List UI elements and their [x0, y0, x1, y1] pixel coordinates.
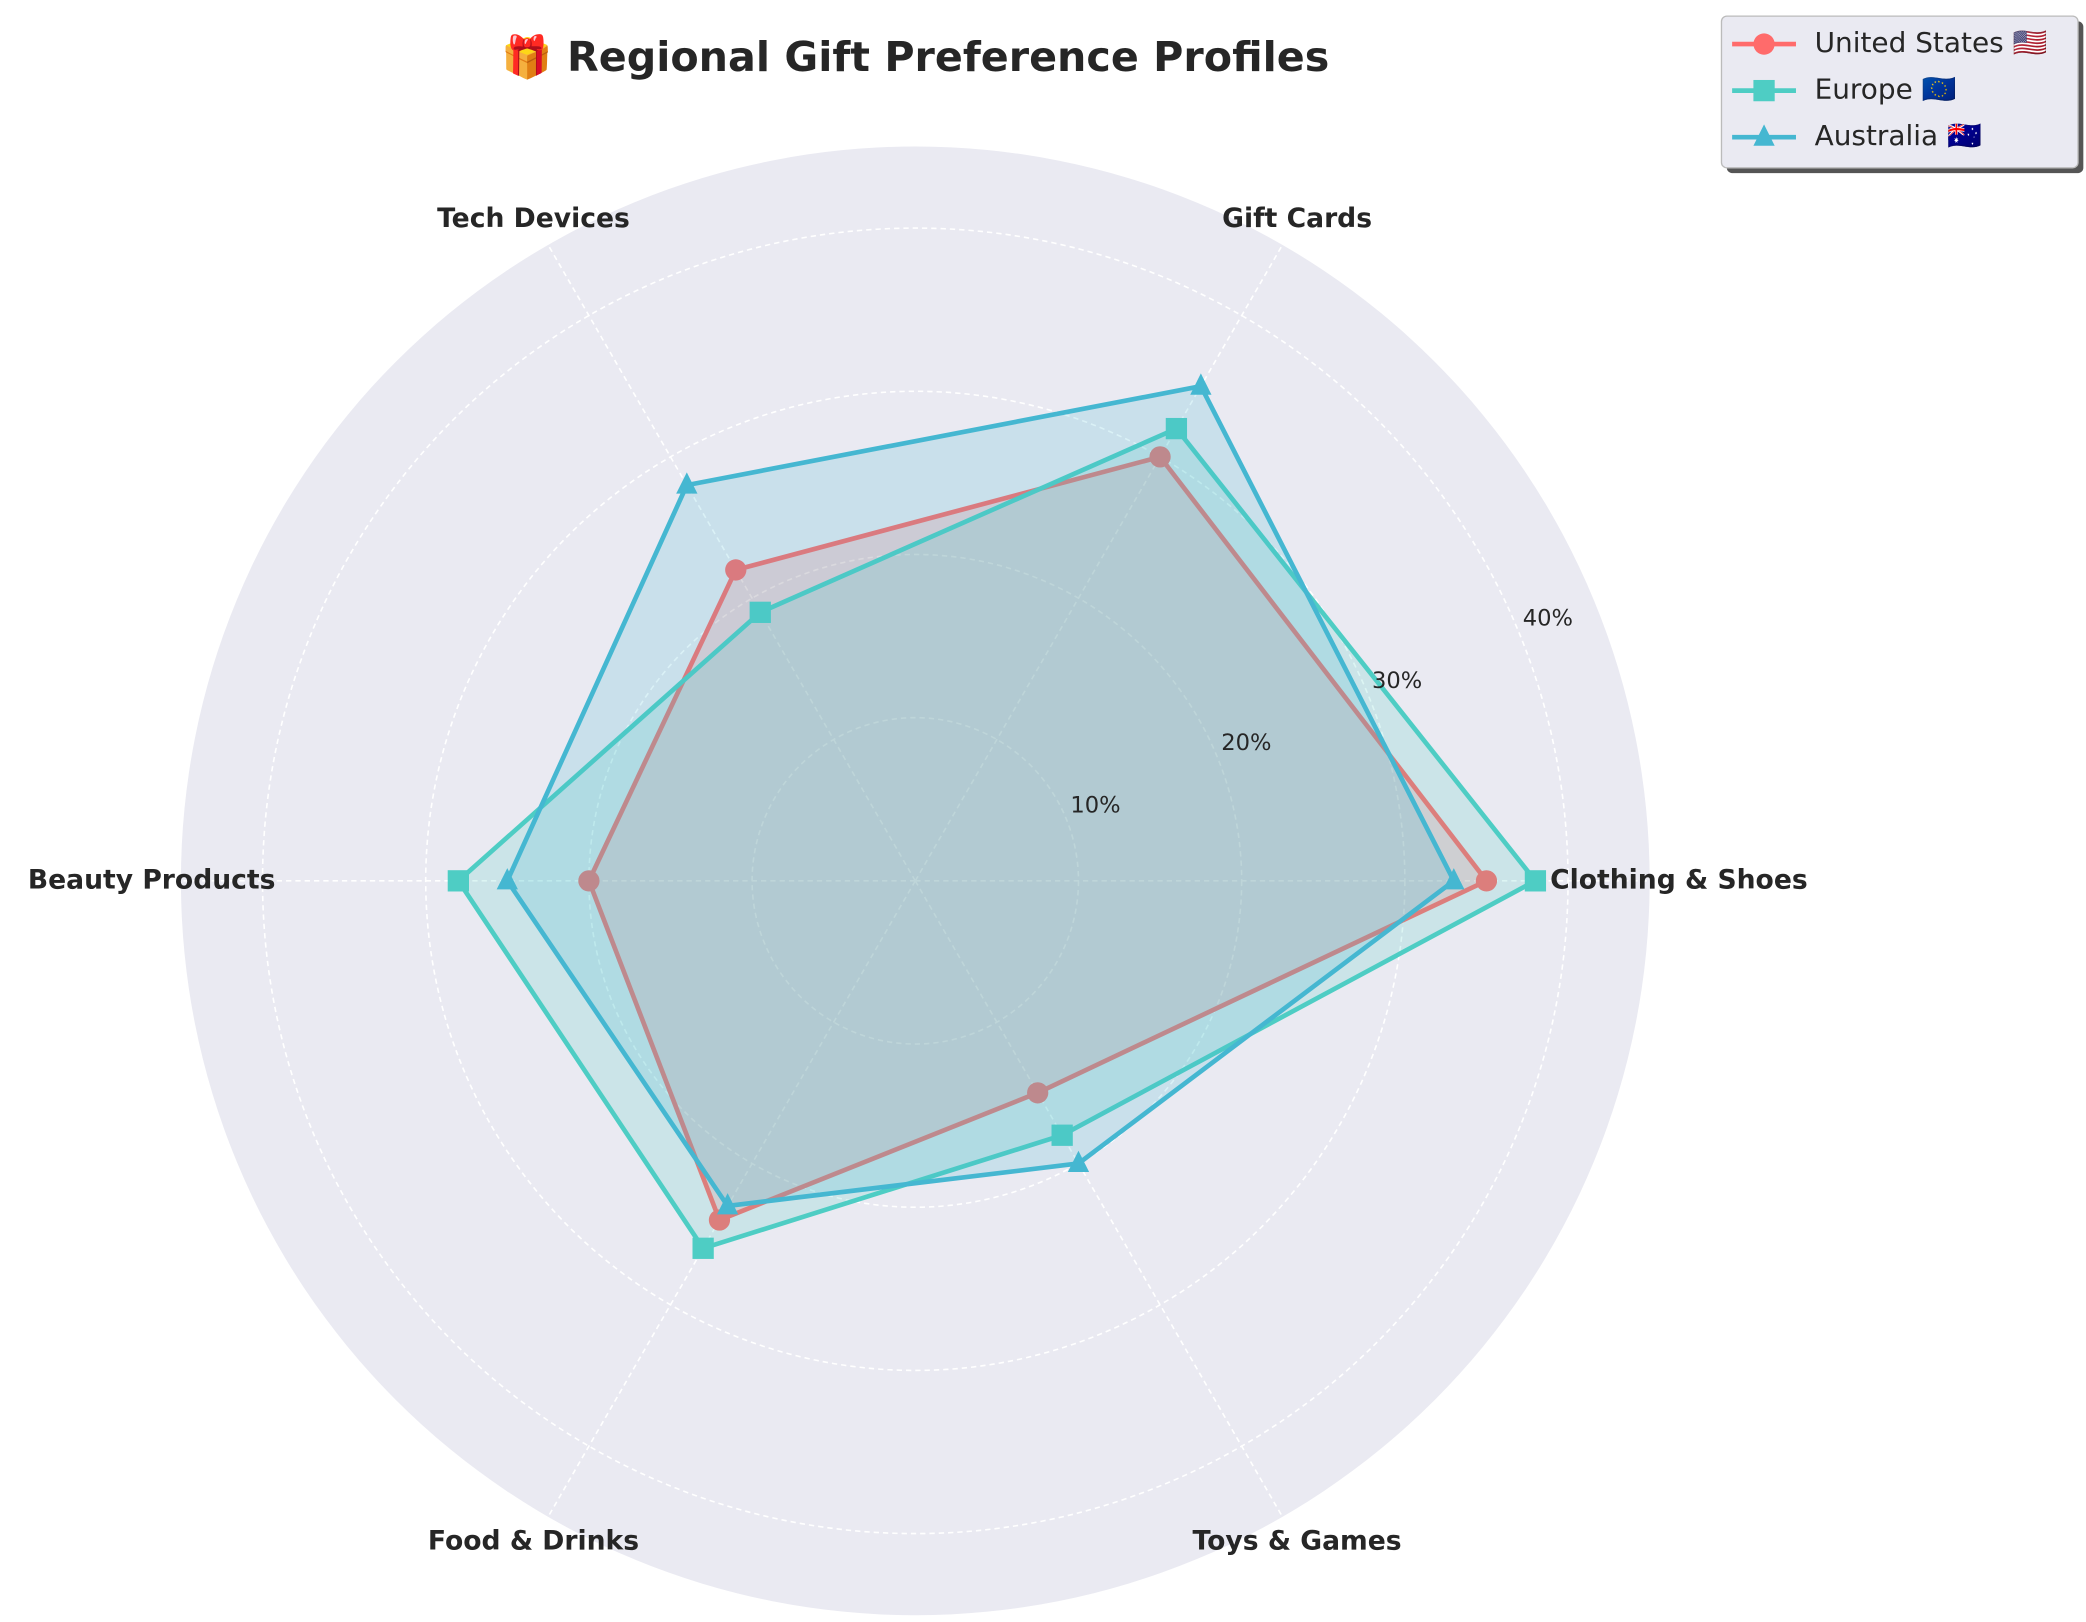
point-marker — [1149, 446, 1171, 468]
point-marker — [1753, 33, 1775, 55]
legend-label: United States 🇺🇸 — [1815, 26, 2048, 59]
spoke-line — [914, 880, 1284, 1518]
category-label: Clothing & Shoes — [1550, 864, 1808, 895]
spoke-line — [547, 880, 916, 1518]
category-label: Gift Cards — [1222, 203, 1372, 234]
legend: United States 🇺🇸 Europe 🇪🇺 Australia 🇦🇺 — [1720, 15, 2084, 174]
point-marker — [1475, 870, 1498, 892]
legend-label: Australia 🇦🇺 — [1815, 119, 1982, 152]
r-tick-label: 30% — [1372, 668, 1422, 694]
category-label: Toys & Games — [1193, 1526, 1402, 1557]
point-marker — [708, 1209, 731, 1231]
point-marker — [1524, 870, 1547, 892]
r-tick-label: 40% — [1523, 605, 1573, 631]
point-marker — [578, 870, 600, 892]
point-marker — [692, 1237, 714, 1259]
category-label: Tech Devices — [437, 203, 630, 234]
point-marker — [1443, 868, 1465, 890]
category-label: Beauty Products — [28, 864, 276, 895]
r-tick-label: 10% — [1070, 793, 1120, 819]
point-marker — [1753, 79, 1775, 102]
legend-box — [1720, 15, 2079, 169]
series-group — [496, 373, 1465, 1215]
point-marker — [716, 1193, 739, 1215]
point-marker — [676, 472, 698, 494]
series-area — [507, 386, 1454, 1206]
chart-title: 🎁 Regional Gift Preference Profiles — [501, 33, 1329, 81]
point-marker — [749, 601, 771, 623]
category-label: Food & Drinks — [428, 1526, 639, 1557]
point-marker — [1165, 417, 1188, 440]
point-marker — [1190, 373, 1212, 395]
point-marker — [496, 868, 518, 890]
point-marker — [1753, 124, 1775, 146]
series-area — [588, 456, 1487, 1221]
series-group — [578, 446, 1498, 1231]
spoke-line — [914, 244, 1284, 882]
r-tick-label: 20% — [1221, 730, 1271, 756]
point-marker — [1051, 1124, 1073, 1146]
point-marker — [1027, 1082, 1049, 1104]
legend-label: Europe 🇪🇺 — [1815, 73, 1957, 106]
point-marker — [725, 559, 747, 581]
series-group — [447, 417, 1547, 1259]
point-marker — [1067, 1150, 1090, 1173]
series-area — [458, 428, 1536, 1249]
point-marker — [447, 870, 469, 892]
